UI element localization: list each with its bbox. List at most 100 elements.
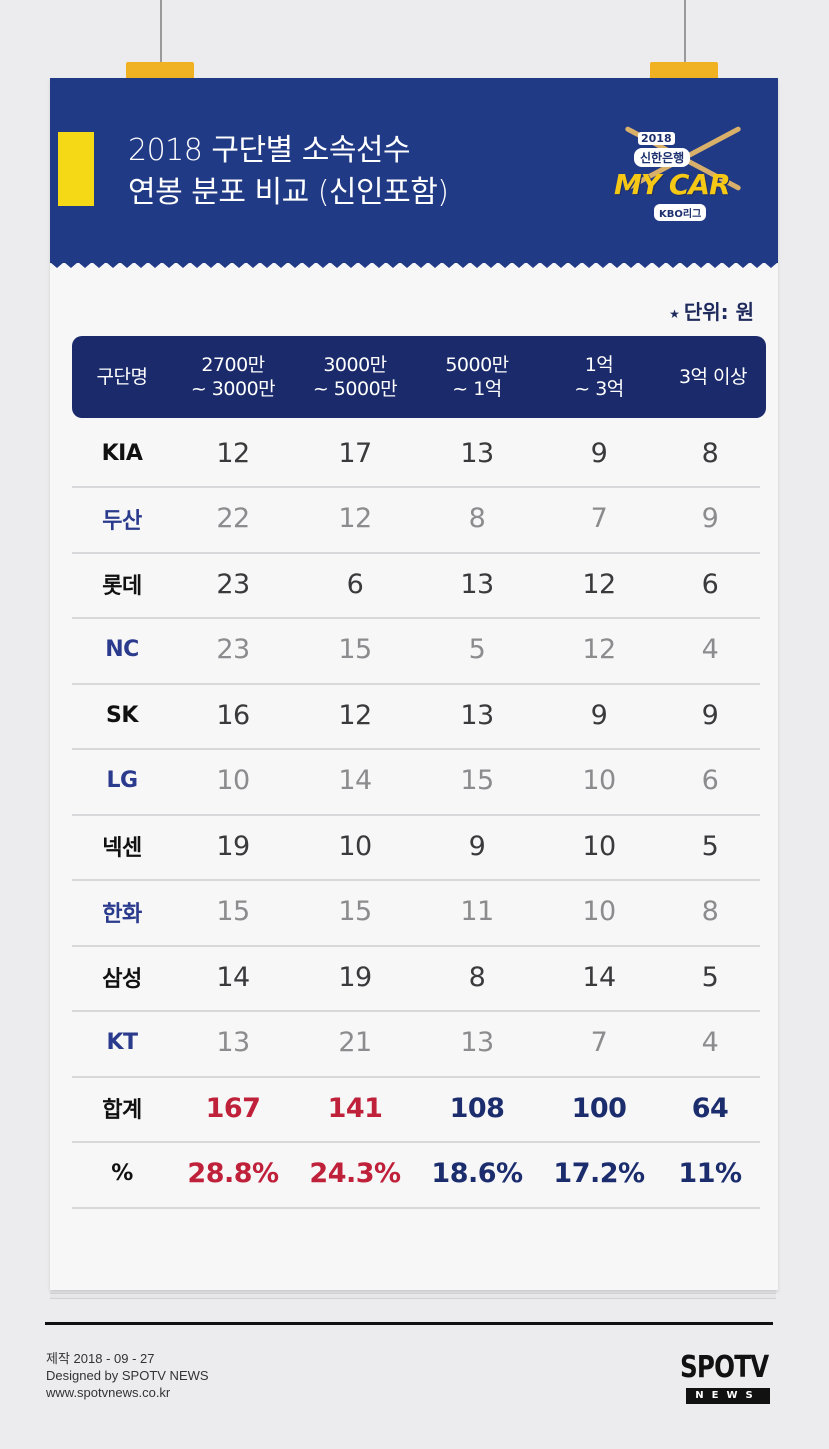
value-cell: 11 [460,896,494,927]
header-zigzag-edge [50,256,778,268]
value-cell: 24.3% [309,1158,401,1189]
value-cell: 5 [468,634,486,665]
footer-credits: 제작 2018 - 09 - 27 Designed by SPOTV NEWS… [46,1350,209,1401]
value-cell: 15 [338,634,372,665]
card-stack-edge [50,1290,776,1294]
value-cell: 13 [460,437,494,469]
table-row: 한화 15 15 11 10 8 [72,879,760,947]
title-line-2: 연봉 분포 비교 (신인포함) [128,175,449,210]
footer-designer: Designed by SPOTV NEWS [46,1368,209,1383]
value-cell: 28.8% [187,1158,279,1189]
value-cell: 10 [338,830,372,862]
team-name: 넥센 [102,836,142,861]
total-row: 합계 167 141 108 100 64 [72,1075,760,1143]
value-cell: 6 [701,568,719,600]
logo-bank: 신한은행 [634,148,691,167]
header-range-5: 3억 이상 [678,366,748,388]
table-row: SK 16 12 13 9 9 [72,682,760,750]
value-cell: 9 [590,699,608,731]
value-cell: 15 [216,896,250,927]
team-name: 합계 [102,1098,142,1123]
star-icon: ★ [669,306,680,321]
value-cell: 8 [701,896,719,927]
table-row: LG 10 14 15 10 6 [72,748,760,816]
value-cell: 4 [701,634,719,665]
value-cell: 12 [582,568,616,600]
header-range-2: 3000만 ~ 5000만 [312,354,398,400]
team-name: NC [105,637,139,662]
team-name: SK [106,702,138,728]
header-range-4: 1억 ~ 3억 [574,354,624,400]
table-row: 두산 22 12 8 7 9 [72,486,760,554]
table-row: 삼성 14 19 8 14 5 [72,944,760,1012]
value-cell: 12 [338,699,372,731]
infographic-card: 2018 구단별 소속선수 연봉 분포 비교 (신인포함) 2018 신한은행 … [50,78,778,1290]
team-name: 롯데 [102,574,142,599]
team-name: % [111,1161,133,1186]
card-stack-edge [50,1295,776,1299]
value-cell: 14 [216,961,250,993]
value-cell: 7 [590,503,608,534]
value-cell: 7 [590,1027,608,1058]
table-row: KIA 12 17 13 9 8 [72,420,760,488]
value-cell: 13 [460,568,494,600]
table-row: 롯데 23 6 13 12 6 [72,551,760,619]
value-cell: 9 [468,830,486,862]
value-cell: 15 [338,896,372,927]
team-name: 한화 [102,901,142,927]
unit-text: 단위: 원 [683,300,754,324]
value-cell: 10 [582,896,616,927]
value-cell: 23 [216,568,250,600]
footer-date: 제작 2018 - 09 - 27 [46,1351,155,1366]
value-cell: 141 [327,1092,383,1124]
header-team: 구단명 [96,366,148,388]
value-cell: 12 [582,634,616,665]
hanging-wire-left [160,0,162,68]
hanging-wire-right [684,0,686,68]
value-cell: 21 [338,1027,372,1058]
value-cell: 8 [468,961,486,993]
value-cell: 10 [582,765,616,796]
logo-mycar: MY CAR [614,168,731,201]
value-cell: 10 [216,765,250,796]
value-cell: 9 [590,437,608,469]
value-cell: 23 [216,634,250,665]
header-range-3: 5000만 ~ 1억 [445,354,509,400]
header-banner: 2018 구단별 소속선수 연봉 분포 비교 (신인포함) 2018 신한은행 … [50,78,778,263]
footer-divider [45,1322,773,1325]
title-line-1: 2018 구단별 소속선수 [128,133,411,168]
value-cell: 64 [691,1092,729,1124]
value-cell: 8 [701,437,719,469]
header-range-1: 2700만 ~ 3000만 [190,354,276,400]
value-cell: 16 [216,699,250,731]
team-name: KT [106,1030,138,1055]
value-cell: 22 [216,503,250,534]
value-cell: 9 [701,503,719,534]
value-cell: 5 [701,961,719,993]
value-cell: 5 [701,830,719,862]
value-cell: 15 [460,765,494,796]
spotv-news-logo: SPOTV NEWS [680,1352,772,1408]
page-title: 2018 구단별 소속선수 연봉 분포 비교 (신인포함) [128,130,449,214]
value-cell: 8 [468,503,486,534]
value-cell: 9 [701,699,719,731]
value-cell: 14 [582,961,616,993]
value-cell: 108 [449,1092,505,1124]
value-cell: 12 [216,437,250,469]
value-cell: 11% [678,1158,742,1189]
unit-label: ★ 단위: 원 [669,296,754,325]
value-cell: 19 [338,961,372,993]
value-cell: 13 [460,1027,494,1058]
team-name: KIA [101,440,143,466]
table-row: KT 13 21 13 7 4 [72,1010,760,1078]
table-row: 넥센 19 10 9 10 5 [72,813,760,881]
value-cell: 19 [216,830,250,862]
logo-kbo-league: KBO리그 [654,204,707,221]
value-cell: 6 [701,765,719,796]
value-cell: 4 [701,1027,719,1058]
yellow-tab [58,132,94,206]
value-cell: 17 [338,437,372,469]
value-cell: 13 [216,1027,250,1058]
team-name: 두산 [102,508,142,534]
value-cell: 12 [338,503,372,534]
